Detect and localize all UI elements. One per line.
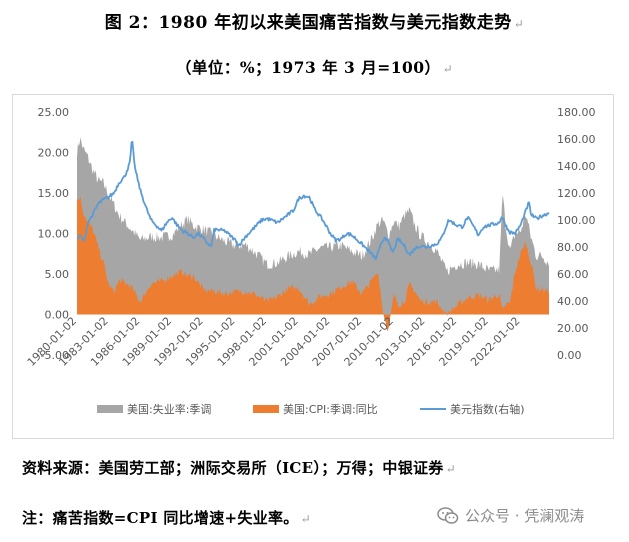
watermark: 公众号 · 凭澜观涛: [437, 505, 584, 526]
wechat-icon: [437, 506, 459, 524]
watermark-text: 公众号 · 凭澜观涛: [465, 507, 585, 525]
y-right-tick-label: 180.00: [557, 106, 596, 119]
paragraph-mark-icon: ↵: [442, 62, 454, 76]
paragraph-mark-icon: ↵: [513, 17, 525, 31]
dollar-index-line: [76, 140, 550, 261]
y-left-tick-label: 10.00: [38, 228, 70, 241]
chart-subtitle: （单位：%；1973 年 3 月=100） ↵: [0, 56, 629, 78]
y-left-tick-label: 25.00: [38, 106, 70, 119]
paragraph-mark-icon: ↵: [445, 462, 456, 476]
y-left-tick-label: 20.00: [38, 147, 70, 160]
y-left-tick-label: 15.00: [38, 187, 70, 200]
y-right-tick-label: 100.00: [557, 214, 596, 227]
note-line: 注：痛苦指数=CPI 同比增速+失业率。 ↵: [22, 507, 311, 528]
chart-subtitle-text: （单位：%；1973 年 3 月=100）: [175, 58, 441, 77]
y-left-tick-label: 5.00: [45, 268, 70, 281]
chart-frame: -5.00 0.00 5.00 10.00 15.00 20.00 25.00 0.00 20.…: [12, 94, 614, 439]
paragraph-mark-icon: ↵: [300, 512, 311, 526]
source-line: 资料来源：美国劳工部；洲际交易所（ICE）；万得；中银证券 ↵: [22, 457, 456, 478]
legend-label: 美国:CPI:季调:同比: [283, 403, 378, 416]
y-right-tick-label: 140.00: [557, 160, 596, 173]
y-left-tick-label: -5.00: [41, 349, 69, 362]
y-right-tick-label: 160.00: [557, 133, 596, 146]
note-text: 注：痛苦指数=CPI 同比增速+失业率。: [22, 509, 299, 527]
chart-canvas: -5.00 0.00 5.00 10.00 15.00 20.00 25.00 0.00 20.…: [25, 106, 596, 416]
y-left-tick-label: 0.00: [45, 309, 70, 322]
y-right-tick-label: 80.00: [557, 241, 589, 254]
y-right-tick-label: 0.00: [557, 349, 582, 362]
legend-label: 美国:失业率:季调: [127, 402, 211, 416]
y-right-tick-label: 40.00: [557, 295, 589, 308]
y-right-tick-label: 20.00: [557, 322, 589, 335]
chart-title: 图 2：1980 年初以来美国痛苦指数与美元指数走势 ↵: [0, 8, 629, 33]
chart-title-text: 图 2：1980 年初以来美国痛苦指数与美元指数走势: [104, 13, 512, 33]
legend-swatch: [253, 405, 279, 413]
y-right-tick-label: 60.00: [557, 268, 589, 281]
legend-label: 美元指数(右轴): [450, 402, 525, 416]
legend-swatch: [97, 405, 123, 413]
y-right-tick-label: 120.00: [557, 187, 596, 200]
misery-index-area: [77, 137, 549, 315]
source-text: 资料来源：美国劳工部；洲际交易所（ICE）；万得；中银证券: [22, 459, 444, 477]
cpi-yoy-area: [77, 196, 549, 332]
